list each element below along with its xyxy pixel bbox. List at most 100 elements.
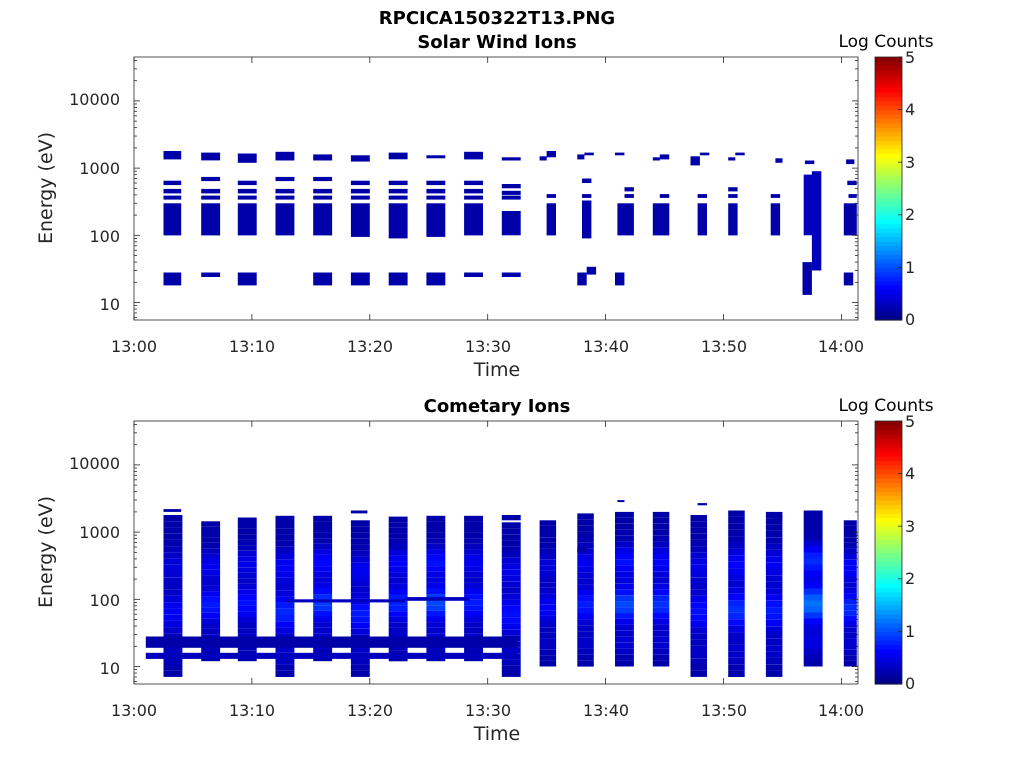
spectrogram-cell — [652, 529, 670, 536]
spectrogram-cell — [388, 605, 408, 612]
spectrogram-cell — [464, 610, 483, 617]
spectrogram-cell — [728, 187, 738, 192]
spectrogram-cell — [201, 553, 221, 559]
colorbar-step — [875, 127, 902, 133]
spectrogram-cell — [843, 587, 857, 594]
spectrogram-cell — [464, 203, 483, 236]
cometary-x-ticks: 13:00 13:10 13:20 13:30 13:40 13:50 14:0… — [111, 701, 864, 720]
spectrogram-cell — [803, 570, 823, 577]
spectrogram-cell — [539, 542, 557, 549]
colorbar-step — [875, 315, 902, 321]
spectrogram-cell — [652, 547, 670, 554]
spectrogram-cell — [846, 159, 855, 165]
colorbar-step — [875, 166, 902, 172]
cometary-xlabel: Time — [473, 723, 521, 745]
spectrogram-cell — [388, 611, 408, 617]
spectrogram-cell — [803, 576, 823, 583]
spectrogram-cell — [163, 620, 183, 628]
spectrogram-cell — [201, 569, 221, 576]
spectrogram-cell — [690, 156, 700, 166]
spectrogram-cell — [275, 195, 295, 200]
spectrogram-cell — [464, 560, 483, 567]
spectrogram-cell — [350, 180, 370, 186]
spectrogram-cell — [652, 511, 670, 518]
spectrogram-cell — [690, 652, 707, 659]
spectrogram-cell — [313, 515, 333, 522]
y-tick-label: 10 — [100, 295, 120, 314]
spectrogram-cell — [690, 571, 707, 578]
colorbar-step — [875, 425, 902, 431]
spectrogram-cell — [803, 618, 823, 625]
spectrogram-cell — [539, 644, 557, 650]
spectrogram-cell — [765, 569, 783, 576]
spectrogram-cell — [577, 513, 594, 520]
spectrogram-cell — [201, 526, 221, 533]
spectrogram-cell — [652, 648, 670, 655]
spectrogram-cell — [803, 624, 823, 631]
colorbar-tick-label: 1 — [905, 622, 915, 641]
spectrogram-cell — [501, 629, 521, 636]
spectrogram-cell — [577, 560, 594, 567]
spectrogram-cell — [237, 617, 257, 623]
spectrogram-cell — [237, 272, 257, 286]
cometary-ylabel: Energy (eV) — [35, 496, 57, 608]
spectrogram-cell — [350, 616, 370, 623]
spectrogram-cell — [313, 560, 333, 567]
spectrogram-cell — [546, 151, 556, 158]
spectrogram-cell — [350, 610, 370, 617]
spectrogram-cell — [577, 542, 594, 549]
spectrogram-cell — [201, 628, 221, 635]
spectrogram-cell — [275, 515, 295, 522]
spectrogram-cell — [652, 541, 670, 548]
spectrogram-cell — [577, 572, 594, 579]
spectrogram-cell — [843, 272, 854, 286]
colorbar-step — [875, 521, 902, 527]
spectrogram-cell — [350, 646, 370, 653]
spectrogram-cell — [765, 537, 783, 544]
spectrogram-cell — [802, 262, 812, 295]
spectrogram-cell — [539, 582, 557, 588]
spectrogram-cell — [201, 596, 221, 602]
colorbar-step — [875, 105, 902, 111]
spectrogram-cell — [201, 548, 221, 554]
spectrogram-cell — [765, 575, 783, 582]
x-tick-label: 13:40 — [583, 701, 629, 720]
colorbar-step — [875, 482, 902, 488]
spectrogram-cell — [237, 594, 257, 601]
colorbar-step — [875, 486, 902, 492]
spectrogram-cell — [388, 572, 408, 578]
spectrogram-cell — [728, 657, 745, 665]
colorbar-step — [875, 600, 902, 606]
spectrogram-cell — [464, 195, 483, 200]
spectrogram-cell — [426, 549, 446, 555]
spectrogram-cell — [765, 556, 783, 563]
colorbar-step — [875, 605, 902, 611]
spectrogram-cell — [539, 627, 557, 633]
spectrogram-cell — [577, 637, 594, 643]
spectrogram-cell — [539, 621, 557, 628]
spectrogram-cell — [765, 530, 783, 538]
spectrogram-cell — [350, 604, 370, 611]
spectrogram-cell — [388, 527, 408, 534]
spectrogram-cell — [843, 520, 857, 526]
spectrogram-cell — [237, 539, 257, 546]
spectrogram-cell — [765, 607, 783, 614]
y-tick-label: 100 — [89, 227, 120, 246]
spectrogram-cell — [577, 613, 594, 620]
spectrogram-cell — [539, 554, 557, 560]
spectrogram-cell — [201, 575, 221, 581]
spectrogram-cell — [615, 152, 625, 156]
colorbar-step — [875, 644, 902, 650]
spectrogram-cell — [201, 559, 221, 565]
colorbar-step — [875, 219, 902, 225]
colorbar-step — [875, 583, 902, 589]
spectrogram-cell — [615, 529, 634, 536]
spectrogram-cell — [426, 195, 446, 200]
spectrogram-cell — [313, 605, 333, 611]
colorbar-step — [875, 526, 902, 532]
spectrogram-cell — [501, 211, 521, 236]
spectrogram-cell — [652, 571, 670, 578]
spectrogram-cell — [275, 534, 295, 541]
colorbar-step — [875, 258, 902, 264]
spectrogram-cell — [201, 585, 221, 592]
